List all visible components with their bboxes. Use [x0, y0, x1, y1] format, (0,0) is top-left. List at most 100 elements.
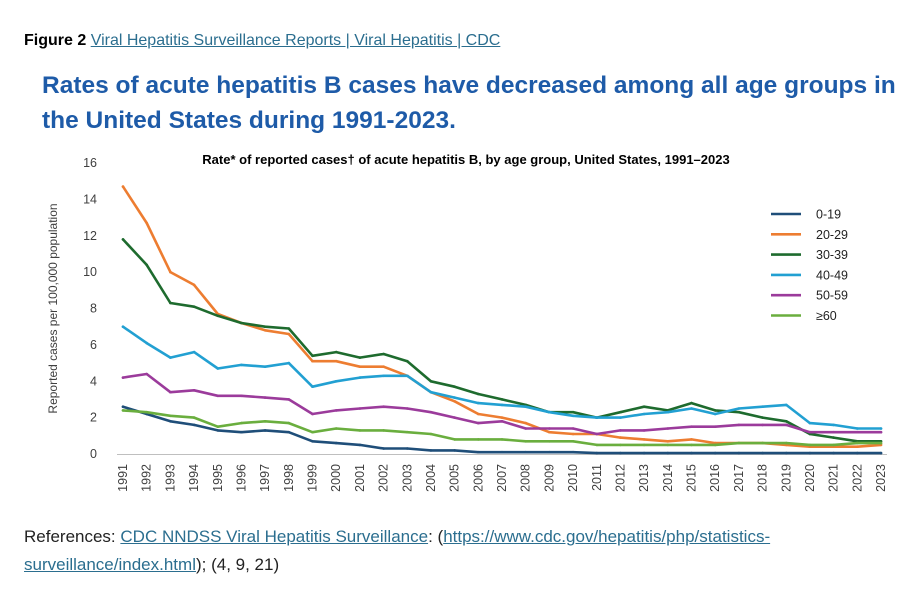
data-point	[287, 361, 291, 365]
headline: Rates of acute hepatitis B cases have de…	[42, 72, 896, 134]
data-point	[406, 407, 409, 410]
data-point	[216, 429, 220, 432]
figure-source-link[interactable]: Viral Hepatitis Surveillance Reports | V…	[90, 32, 501, 49]
data-point	[761, 423, 764, 427]
data-point	[334, 409, 338, 412]
data-point	[406, 447, 409, 450]
data-point	[690, 401, 693, 405]
data-point	[311, 430, 314, 434]
data-point	[192, 305, 196, 309]
data-point	[169, 270, 172, 274]
y-tick-label: 2	[90, 411, 97, 425]
y-tick-label: 12	[83, 229, 97, 243]
data-point	[832, 430, 835, 434]
data-point	[571, 440, 575, 443]
data-point	[808, 430, 812, 434]
data-point	[595, 443, 599, 447]
data-point	[619, 451, 622, 455]
x-tick-label: 2010	[566, 464, 580, 492]
data-point	[216, 314, 220, 318]
x-tick-label: 1999	[306, 464, 320, 492]
data-point	[121, 409, 125, 412]
data-point	[832, 451, 835, 455]
x-tick-label: 2020	[803, 464, 817, 492]
data-point	[169, 356, 172, 359]
data-point	[192, 283, 196, 287]
y-tick-label: 6	[90, 338, 97, 352]
data-point	[192, 389, 196, 392]
data-point	[453, 416, 456, 419]
data-point	[406, 359, 409, 363]
data-point	[690, 451, 693, 455]
references-suffix: ); (4, 9, 21)	[195, 555, 280, 574]
data-point	[311, 359, 314, 363]
legend-label-5: 50-59	[816, 289, 848, 303]
y-tick-label: 10	[83, 265, 97, 279]
data-point	[145, 221, 148, 225]
x-tick-label: 1998	[282, 464, 296, 492]
x-tick-label: 2009	[542, 464, 556, 492]
data-point	[642, 405, 646, 409]
data-point	[477, 401, 480, 405]
series-line-1	[121, 405, 883, 455]
data-point	[856, 427, 859, 430]
references-link-nndss[interactable]: CDC NNDSS Viral Hepatitis Surveillance	[120, 527, 429, 546]
data-point	[263, 396, 267, 399]
data-point	[477, 450, 480, 454]
x-tick-label: 2017	[732, 464, 746, 492]
data-point	[500, 420, 504, 423]
data-point	[334, 427, 338, 430]
data-point	[121, 325, 125, 329]
data-point	[642, 438, 646, 441]
data-point	[477, 412, 480, 416]
data-point	[832, 423, 835, 427]
x-tick-label: 2019	[779, 464, 793, 492]
data-point	[334, 350, 338, 354]
data-point	[453, 396, 456, 399]
chart-title: Rate* of reported cases† of acute hepati…	[202, 152, 729, 167]
data-point	[571, 432, 575, 436]
x-tick-label: 2013	[637, 464, 651, 492]
data-point	[287, 430, 291, 434]
data-point	[808, 443, 812, 447]
data-point	[240, 321, 243, 325]
data-point	[216, 425, 220, 429]
data-point	[169, 301, 172, 305]
data-point	[548, 450, 551, 454]
data-point	[690, 425, 693, 429]
data-point	[429, 380, 433, 383]
data-point	[145, 372, 148, 376]
series-line-2	[121, 185, 883, 449]
x-tick-label: 2002	[377, 464, 391, 492]
data-point	[453, 438, 456, 441]
x-tick-label: 2016	[708, 464, 722, 492]
data-point	[240, 421, 243, 425]
data-point	[785, 420, 788, 423]
references-prefix: References:	[24, 527, 121, 546]
data-point	[287, 421, 291, 425]
x-tick-label: 2018	[756, 464, 770, 492]
data-point	[785, 403, 788, 407]
data-point	[619, 416, 622, 419]
references: References: CDC NNDSS Viral Hepatitis Su…	[24, 523, 884, 579]
data-point	[737, 451, 741, 455]
data-point	[192, 423, 196, 427]
y-axis-label: Reported cases per 100,000 population	[46, 203, 60, 413]
data-point	[311, 385, 314, 389]
x-tick-label: 2000	[329, 464, 343, 492]
data-point	[619, 410, 622, 414]
legend-label-6: ≥60	[816, 309, 837, 323]
data-point	[311, 354, 314, 358]
data-point	[808, 421, 812, 425]
references-link-url[interactable]: https://www.cdc.gov/hepatitis/php/statis…	[24, 527, 771, 574]
data-point	[761, 416, 764, 419]
y-tick-label: 0	[90, 447, 97, 461]
data-point	[856, 430, 859, 434]
data-point	[500, 438, 504, 441]
x-tick-label: 2012	[613, 464, 627, 492]
data-point	[524, 405, 527, 409]
data-point	[808, 451, 812, 455]
x-tick-label: 1996	[234, 464, 248, 492]
data-point	[358, 356, 362, 359]
x-tick-label: 1991	[116, 464, 130, 492]
